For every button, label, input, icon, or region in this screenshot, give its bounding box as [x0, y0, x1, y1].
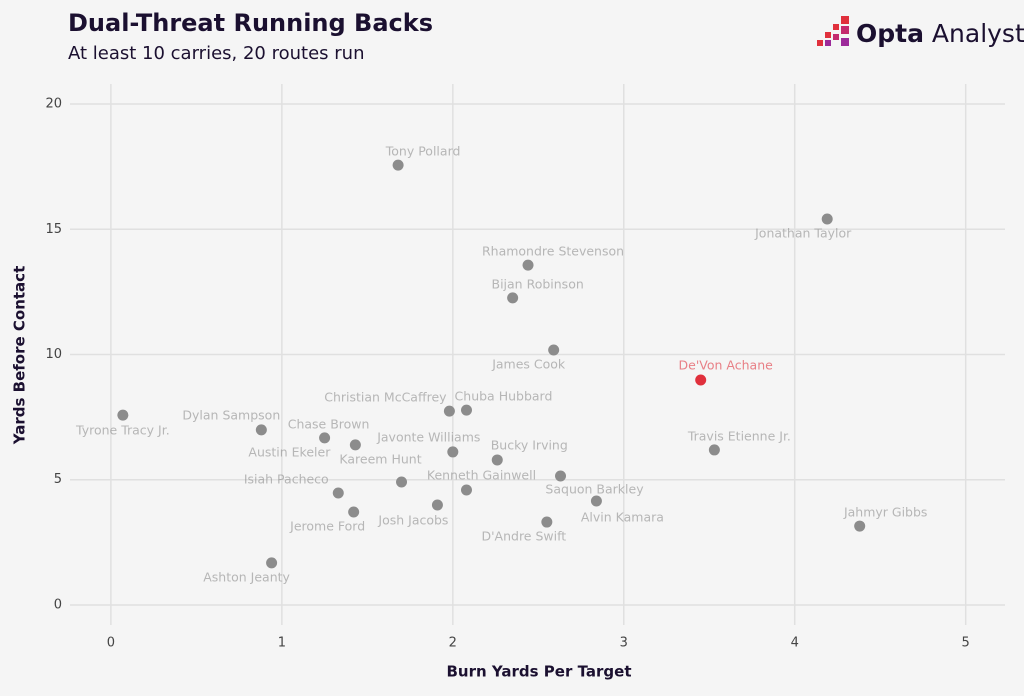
point [396, 476, 408, 488]
point [349, 439, 361, 451]
point-label: Saquon Barkley [545, 481, 644, 496]
x-tick-label: 4 [791, 636, 799, 651]
y-axis-title: Yards Before Contact [11, 266, 29, 445]
point [708, 444, 720, 456]
point-label: Chase Brown [288, 416, 370, 431]
x-tick-label: 3 [620, 636, 628, 651]
point [266, 557, 278, 569]
point [443, 405, 455, 417]
logo-text: Opta Analyst [856, 19, 1024, 48]
point-label: De'Von Achane [679, 358, 774, 373]
point [590, 495, 602, 507]
point [460, 404, 472, 416]
point [460, 484, 472, 496]
point-label: Jahmyr Gibbs [843, 505, 928, 520]
point [548, 344, 560, 356]
point [255, 424, 267, 436]
point-label: Isiah Pacheco [244, 472, 329, 487]
logo-product: Analyst [932, 19, 1024, 48]
y-tick-label: 10 [45, 347, 62, 362]
point [695, 374, 707, 386]
x-axis-title: Burn Yards Per Target [447, 663, 632, 681]
point-label: Chuba Hubbard [455, 389, 553, 404]
point [117, 409, 129, 421]
x-tick-label: 0 [107, 636, 115, 651]
point-label: Dylan Sampson [182, 407, 280, 422]
chart-title: Dual-Threat Running Backs [68, 9, 433, 37]
point [821, 213, 833, 225]
point-label: Bucky Irving [491, 437, 568, 452]
x-tick-label: 1 [278, 636, 286, 651]
y-tick-label: 0 [54, 597, 62, 612]
point-label: Ashton Jeanty [203, 569, 290, 584]
y-tick-label: 20 [45, 97, 62, 112]
point-label: Tony Pollard [385, 144, 461, 159]
y-tick-label: 15 [45, 222, 62, 237]
point-label: Christian McCaffrey [324, 390, 447, 405]
x-tick-label: 2 [449, 636, 457, 651]
point-label: Jerome Ford [289, 519, 365, 534]
point [447, 446, 459, 458]
point [431, 499, 443, 511]
logo-brand: Opta [856, 19, 924, 48]
point-label: Travis Etienne Jr. [687, 428, 791, 443]
point-label: Tyrone Tracy Jr. [75, 423, 170, 438]
point [319, 432, 331, 444]
point-label: Alvin Kamara [581, 510, 664, 525]
y-tick-label: 5 [54, 472, 62, 487]
point-label: Josh Jacobs [377, 513, 448, 528]
point [507, 292, 519, 304]
point [491, 454, 503, 466]
x-tick-label: 5 [962, 636, 970, 651]
point [854, 520, 866, 532]
point [392, 159, 404, 171]
point-label: James Cook [491, 356, 566, 371]
point-label: Bijan Robinson [492, 276, 584, 291]
point [555, 470, 567, 482]
point [332, 487, 344, 499]
point [348, 506, 360, 518]
point-label: Javonte Williams [376, 429, 480, 444]
logo-icon [817, 16, 849, 46]
point-label: Jonathan Taylor [754, 225, 852, 240]
point-label: Kenneth Gainwell [427, 468, 536, 483]
point [522, 259, 534, 271]
chart-subtitle: At least 10 carries, 20 routes run [68, 43, 364, 64]
point-label: D'Andre Swift [481, 529, 566, 544]
point-label: Austin Ekeler [248, 444, 331, 459]
point [541, 516, 553, 528]
point-label: Kareem Hunt [339, 451, 421, 466]
point-label: Rhamondre Stevenson [482, 244, 624, 259]
